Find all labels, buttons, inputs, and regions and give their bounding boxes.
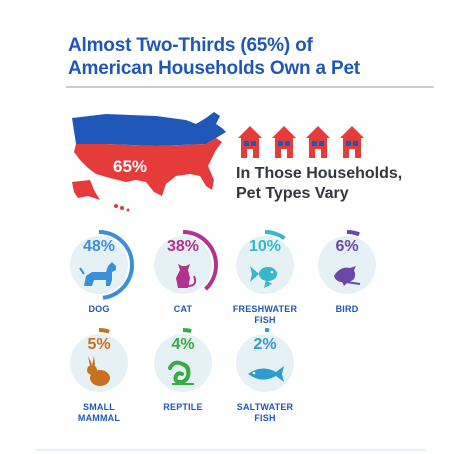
title-line-1: Almost Two-Thirds (65%) of — [68, 35, 313, 56]
subheading: In Those Households, Pet Types Vary — [236, 164, 436, 204]
cat-icon — [176, 264, 197, 288]
fish-ring-background — [236, 236, 294, 294]
mammal-progress-ring — [64, 328, 134, 398]
us-map-icon — [72, 112, 226, 212]
cat-progress-arc — [148, 230, 218, 300]
rabbit-icon — [87, 356, 110, 386]
mammal-progress-arc — [64, 328, 134, 398]
bird-progress-ring — [312, 230, 382, 300]
fish-label-1: FRESHWATER — [232, 304, 298, 314]
page-title: Almost Two-Thirds (65%) of American Hous… — [68, 34, 438, 80]
houses-icon — [238, 126, 364, 158]
cat-percent: 38% — [166, 238, 200, 255]
dog-ring-background — [70, 236, 128, 294]
house-icon — [340, 126, 364, 158]
bird-percent: 6% — [335, 238, 359, 255]
chameleon-icon — [168, 360, 194, 385]
subheading-line-1: In Those Households, — [236, 165, 403, 182]
mammal-label-2: MAMMAL — [77, 413, 121, 423]
bottom-divider — [36, 449, 426, 451]
house-icon — [238, 126, 262, 158]
bird-ring-background — [318, 236, 376, 294]
reptile-progress-arc — [148, 328, 218, 398]
dog-progress-arc — [64, 230, 134, 300]
mammal-label-1: SMALL — [83, 402, 115, 412]
fish-label-2: FISH — [254, 315, 276, 325]
fish-progress-ring — [230, 230, 300, 300]
fish-percent: 10% — [248, 238, 282, 255]
mammal-ring-background — [70, 334, 128, 392]
saltfish-label-2: FISH — [254, 413, 276, 423]
house-icon — [306, 126, 330, 158]
bird-icon — [334, 266, 361, 286]
fish-icon — [248, 366, 284, 382]
saltfish-progress-arc — [230, 328, 300, 398]
dog-percent: 48% — [82, 238, 116, 255]
fish-progress-arc — [230, 230, 300, 300]
bird-label: BIRD — [335, 304, 359, 314]
saltfish-percent: 2% — [253, 336, 277, 353]
dog-progress-ring — [64, 230, 134, 300]
reptile-label: REPTILE — [163, 402, 203, 412]
cat-label: CAT — [173, 304, 193, 314]
reptile-percent: 4% — [171, 336, 195, 353]
dog-label: DOG — [88, 304, 110, 314]
subheading-line-2: Pet Types Vary — [236, 185, 349, 202]
goldfish-icon — [250, 266, 277, 288]
mammal-percent: 5% — [87, 336, 111, 353]
saltfish-label-1: SALTWATER — [236, 402, 294, 412]
bird-progress-arc — [312, 230, 382, 300]
house-icon — [272, 126, 296, 158]
dog-icon — [79, 262, 116, 286]
cat-ring-background — [154, 236, 212, 294]
map-percent: 65% — [113, 157, 148, 176]
title-divider — [66, 86, 434, 88]
title-line-2: American Households Own a Pet — [68, 58, 360, 79]
cat-progress-ring — [148, 230, 218, 300]
